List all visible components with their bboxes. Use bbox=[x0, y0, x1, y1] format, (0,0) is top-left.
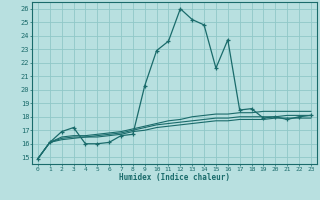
X-axis label: Humidex (Indice chaleur): Humidex (Indice chaleur) bbox=[119, 173, 230, 182]
